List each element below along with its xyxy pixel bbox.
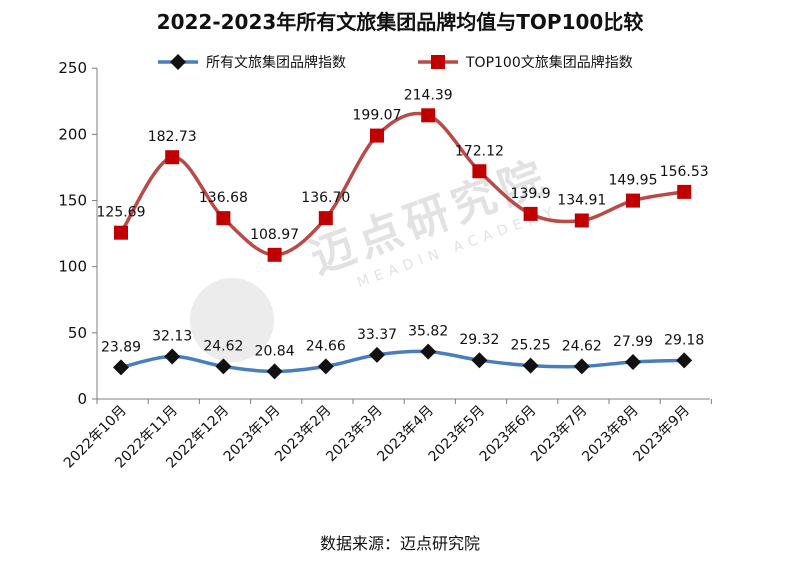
series-2-point — [574, 213, 589, 228]
series-1-point — [215, 358, 232, 375]
series-2-point — [114, 225, 128, 240]
series-1-data-label: 27.99 — [613, 334, 653, 350]
series-1-data-label: 24.62 — [203, 338, 243, 354]
chart-title: 2022-2023年所有文旅集团品牌均值与TOP100比较 — [156, 10, 644, 34]
series-2-point — [626, 193, 640, 208]
legend-label: TOP100文旅集团品牌指数 — [465, 54, 633, 71]
series-1-point — [471, 352, 488, 369]
series-1-point — [676, 352, 693, 369]
series-1-point — [369, 346, 385, 363]
series-2-data-label: 136.70 — [301, 190, 350, 206]
series-2-data-label: 139.9 — [511, 186, 551, 202]
series-2-data-label: 108.97 — [250, 227, 299, 243]
series-2-point — [370, 128, 384, 143]
series-2-point — [267, 247, 282, 262]
y-tick-label: 50 — [68, 324, 87, 342]
series-2-point — [318, 211, 333, 226]
series-1-point — [266, 363, 283, 380]
series-1-data-label: 35.82 — [408, 324, 448, 340]
chart-plot-area: 23.89 32.13 24.62 20.84 24.66 33.37 35.82 29.32… — [97, 87, 709, 380]
series-1-data-label: 23.89 — [101, 339, 141, 355]
series-2-data-label: 172.12 — [455, 143, 504, 159]
legend-swatch-marker — [170, 54, 186, 70]
series-2-line — [119, 111, 685, 257]
series-1-point — [317, 358, 334, 375]
chart-legend: 所有文旅集团品牌指数 TOP100文旅集团品牌指数 — [158, 54, 633, 71]
y-tick-label: 200 — [58, 125, 87, 143]
y-tick-label: 150 — [58, 192, 87, 210]
y-tick-label: 100 — [58, 258, 87, 276]
series-2-point — [523, 206, 538, 221]
series-2-point — [421, 108, 436, 123]
series-2-point — [472, 164, 487, 179]
series-2-data-label: 182.73 — [148, 129, 197, 145]
series-2-data-label: 149.95 — [609, 173, 658, 189]
series-2-data-label: 136.68 — [199, 190, 248, 206]
series-2-point — [677, 184, 692, 199]
series-2-data-label: 125.69 — [97, 205, 146, 221]
series-1-data-label: 29.18 — [664, 332, 704, 348]
series-1-data-label: 33.37 — [357, 327, 397, 343]
series-1-data-label: 29.32 — [459, 332, 499, 348]
series-1-data-label: 24.66 — [306, 338, 346, 354]
series-2-point — [216, 211, 231, 226]
series-1-point — [573, 358, 590, 375]
series-1-data-label: 32.13 — [152, 328, 192, 344]
y-tick-label: 0 — [77, 390, 87, 408]
series-2-data-label: 199.07 — [353, 108, 402, 124]
series-1-point — [113, 359, 129, 376]
legend-label: 所有文旅集团品牌指数 — [206, 54, 346, 71]
series-2-point — [165, 150, 180, 165]
series-1-point — [164, 348, 181, 365]
series-1-data-label: 20.84 — [255, 343, 295, 359]
series-1-point — [420, 343, 437, 360]
series-2-data-label: 214.39 — [404, 87, 453, 103]
watermark-logo — [190, 278, 274, 362]
series-1-data-label: 25.25 — [511, 338, 551, 354]
legend-swatch-marker — [431, 55, 445, 69]
series-1-point — [522, 357, 539, 374]
y-tick-label: 250 — [58, 59, 87, 77]
series-1-data-label: 24.62 — [562, 338, 602, 354]
series-1-point — [625, 353, 641, 370]
series-2-data-label: 156.53 — [660, 164, 709, 180]
series-2-data-label: 134.91 — [557, 192, 606, 208]
source-note: 数据来源：迈点研究院 — [319, 534, 480, 553]
